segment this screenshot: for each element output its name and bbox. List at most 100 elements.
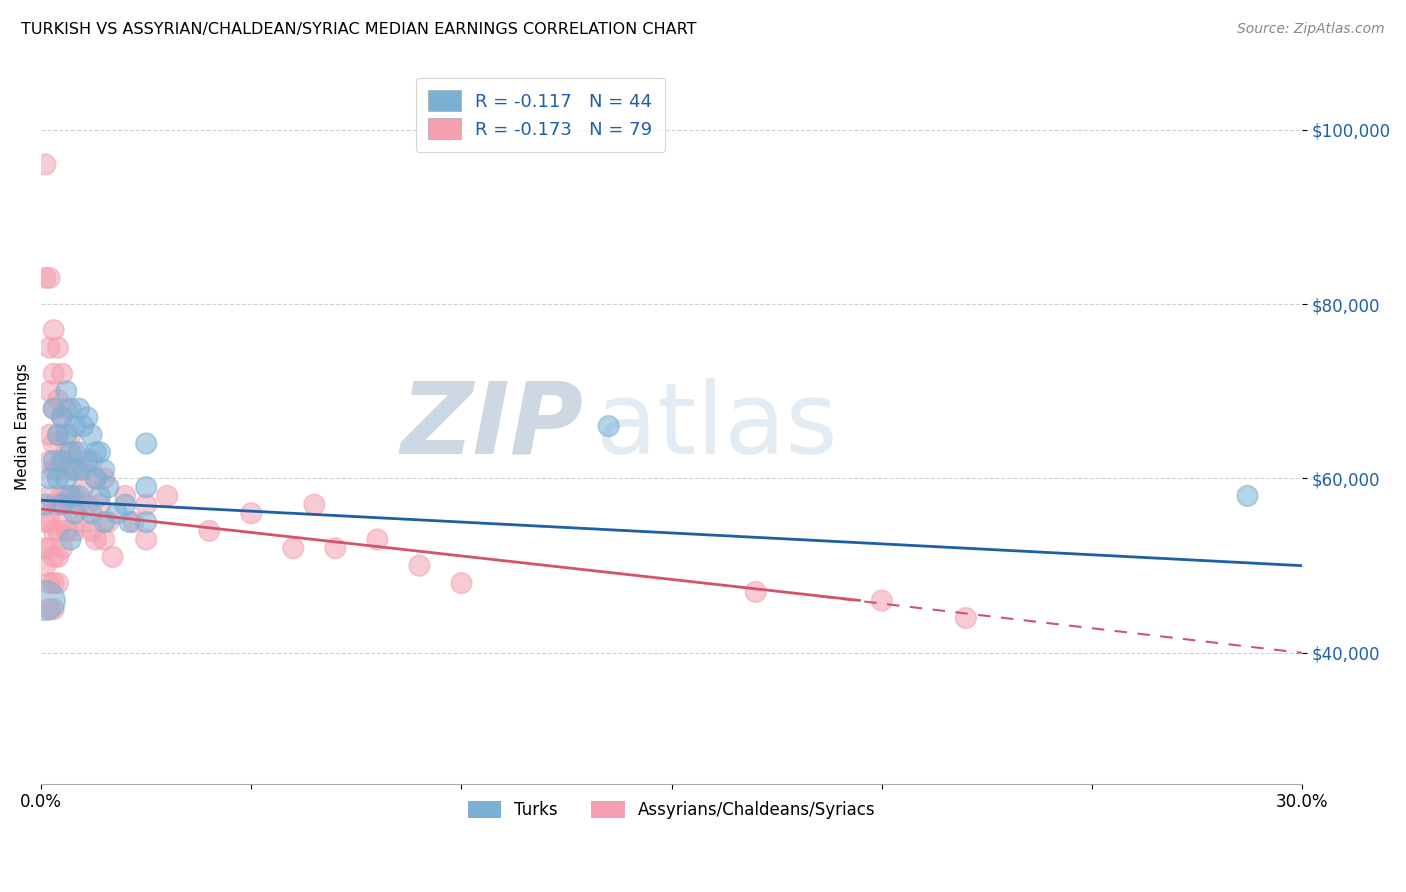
Point: [42, 576, 65, 591]
Point: [89, 498, 111, 512]
Point: [51, 454, 73, 468]
Point: [42, 367, 65, 381]
Point: [72, 463, 94, 477]
Point: [46, 427, 69, 442]
Point: [55, 384, 77, 399]
Point: [122, 515, 145, 529]
Point: [51, 541, 73, 556]
Text: ZIP: ZIP: [401, 377, 583, 475]
Point: [59, 489, 82, 503]
Point: [46, 341, 69, 355]
Point: [67, 498, 90, 512]
Point: [72, 480, 94, 494]
Point: [42, 524, 65, 538]
Point: [46, 524, 69, 538]
Point: [72, 419, 94, 434]
Point: [59, 533, 82, 547]
Text: Source: ZipAtlas.com: Source: ZipAtlas.com: [1237, 22, 1385, 37]
Point: [84, 471, 107, 485]
Point: [598, 419, 620, 434]
Point: [51, 515, 73, 529]
Point: [135, 498, 157, 512]
Point: [38, 602, 60, 616]
Point: [55, 471, 77, 485]
Point: [1236, 489, 1258, 503]
Point: [93, 515, 115, 529]
Point: [46, 471, 69, 485]
Point: [63, 524, 86, 538]
Point: [870, 593, 893, 607]
Point: [34, 593, 56, 607]
Point: [42, 549, 65, 564]
Point: [67, 489, 90, 503]
Point: [156, 489, 179, 503]
Point: [55, 445, 77, 459]
Point: [46, 498, 69, 512]
Point: [38, 454, 60, 468]
Legend: Turks, Assyrians/Chaldeans/Syriacs: Turks, Assyrians/Chaldeans/Syriacs: [461, 794, 882, 825]
Point: [42, 436, 65, 450]
Point: [72, 515, 94, 529]
Point: [63, 419, 86, 434]
Point: [46, 427, 69, 442]
Point: [51, 367, 73, 381]
Point: [34, 541, 56, 556]
Point: [55, 524, 77, 538]
Point: [51, 410, 73, 425]
Point: [80, 454, 103, 468]
Point: [51, 489, 73, 503]
Point: [42, 401, 65, 416]
Point: [34, 157, 56, 171]
Text: atlas: atlas: [596, 377, 838, 475]
Point: [38, 270, 60, 285]
Point: [744, 585, 766, 599]
Point: [38, 541, 60, 556]
Point: [408, 558, 430, 573]
Point: [84, 533, 107, 547]
Point: [38, 341, 60, 355]
Point: [67, 445, 90, 459]
Point: [59, 463, 82, 477]
Point: [105, 507, 128, 521]
Point: [118, 515, 141, 529]
Point: [42, 498, 65, 512]
Point: [46, 549, 69, 564]
Point: [34, 498, 56, 512]
Point: [59, 401, 82, 416]
Point: [34, 558, 56, 573]
Point: [63, 489, 86, 503]
Point: [38, 576, 60, 591]
Point: [55, 401, 77, 416]
Point: [101, 549, 124, 564]
Point: [51, 454, 73, 468]
Point: [93, 463, 115, 477]
Point: [80, 427, 103, 442]
Point: [89, 489, 111, 503]
Point: [84, 471, 107, 485]
Point: [283, 541, 305, 556]
Point: [93, 471, 115, 485]
Point: [76, 498, 98, 512]
Point: [55, 427, 77, 442]
Point: [84, 445, 107, 459]
Point: [97, 515, 120, 529]
Point: [63, 507, 86, 521]
Point: [38, 384, 60, 399]
Point: [80, 507, 103, 521]
Point: [42, 323, 65, 337]
Point: [59, 498, 82, 512]
Point: [135, 480, 157, 494]
Point: [240, 507, 263, 521]
Point: [34, 270, 56, 285]
Point: [80, 524, 103, 538]
Point: [76, 410, 98, 425]
Point: [366, 533, 388, 547]
Point: [63, 463, 86, 477]
Point: [46, 392, 69, 407]
Text: TURKISH VS ASSYRIAN/CHALDEAN/SYRIAC MEDIAN EARNINGS CORRELATION CHART: TURKISH VS ASSYRIAN/CHALDEAN/SYRIAC MEDI…: [21, 22, 696, 37]
Point: [38, 471, 60, 485]
Point: [89, 445, 111, 459]
Point: [97, 480, 120, 494]
Point: [34, 515, 56, 529]
Point: [42, 602, 65, 616]
